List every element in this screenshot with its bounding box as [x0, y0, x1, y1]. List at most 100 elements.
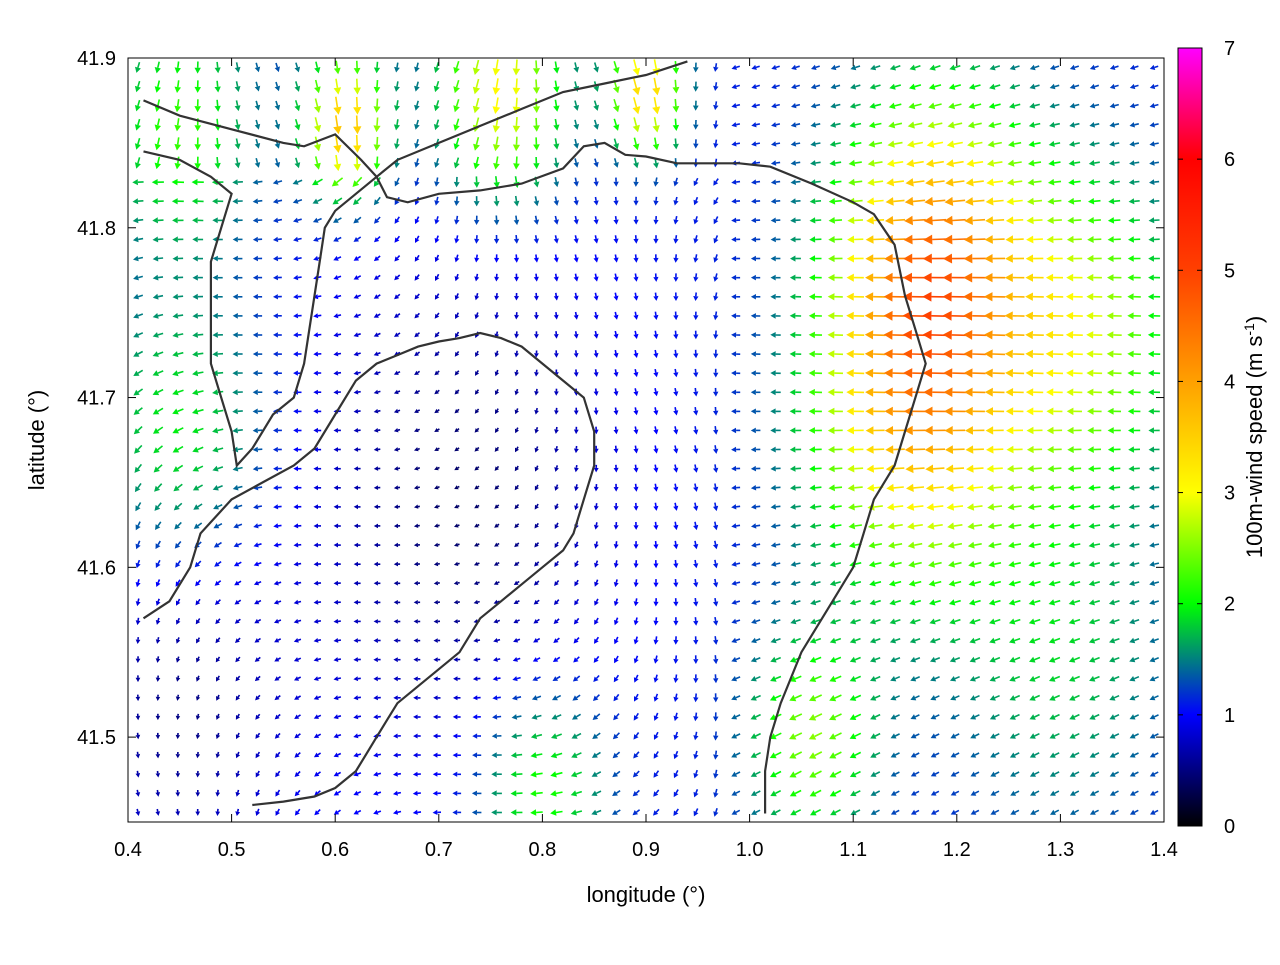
wind-vector [333, 237, 341, 242]
wind-vector [495, 485, 499, 489]
wind-vector [534, 370, 539, 377]
wind-vector [553, 81, 559, 93]
wind-vector [135, 119, 141, 131]
wind-vector [594, 350, 599, 358]
wind-vector [1008, 561, 1021, 568]
wind-vector [413, 734, 421, 739]
wind-vector [751, 581, 760, 586]
wind-vector [434, 447, 439, 451]
x-tick-label: 1.1 [839, 839, 867, 861]
wind-vector [172, 179, 184, 186]
wind-vector [1046, 312, 1064, 320]
wind-vector [414, 619, 421, 624]
wind-vector [1048, 484, 1061, 491]
wind-vector [236, 733, 240, 739]
wind-vector [771, 485, 781, 491]
wind-vector [474, 466, 479, 470]
wind-vector [534, 600, 540, 605]
wind-vector [693, 369, 698, 378]
wind-vector [474, 485, 479, 489]
wind-vector [634, 675, 639, 683]
wind-vector [433, 791, 441, 796]
wind-vector [770, 408, 780, 414]
wind-vector [949, 84, 961, 90]
wind-vector [731, 753, 740, 758]
wind-vector [673, 388, 678, 396]
wind-vector [693, 713, 698, 722]
wind-vector [332, 178, 343, 187]
wind-vector [828, 255, 842, 262]
wind-vector [731, 542, 740, 547]
wind-vector [235, 600, 241, 605]
wind-vector [1049, 141, 1060, 147]
wind-vector [414, 466, 420, 470]
wind-vector [254, 542, 262, 547]
wind-vector [255, 638, 261, 643]
wind-vector [153, 294, 163, 300]
wind-vector [374, 217, 380, 224]
wind-vector [849, 122, 861, 128]
wind-vector [829, 523, 841, 529]
wind-vector [333, 218, 341, 223]
wind-vector [889, 580, 901, 586]
wind-vector [594, 637, 599, 644]
wind-vector [394, 313, 400, 318]
wind-vector [1068, 542, 1080, 548]
wind-vector [633, 465, 638, 473]
wind-vector [847, 407, 864, 415]
wind-vector [614, 579, 619, 587]
wind-vector [294, 100, 300, 111]
wind-vector [871, 791, 880, 796]
wind-vector [905, 445, 925, 454]
wind-vector [1068, 198, 1081, 205]
wind-vector [654, 636, 659, 644]
wind-vector [393, 753, 401, 758]
wind-vector [1149, 447, 1160, 453]
wind-vector [847, 274, 864, 282]
wind-vector [574, 274, 579, 282]
wind-vector [693, 560, 698, 568]
wind-vector [353, 733, 361, 738]
wind-vector [354, 505, 361, 510]
wind-vector [865, 388, 885, 397]
wind-vector [1028, 160, 1041, 167]
wind-vector [1049, 580, 1061, 586]
wind-vector [923, 235, 946, 245]
wind-vector [454, 428, 459, 432]
wind-vector [948, 103, 961, 110]
wind-vector [554, 408, 559, 415]
wind-vector [1129, 676, 1139, 681]
wind-vector [153, 370, 164, 376]
wind-vector [673, 350, 678, 358]
wind-vector [1010, 791, 1019, 796]
wind-vector [433, 772, 441, 777]
wind-vector [153, 351, 164, 357]
wind-vector [713, 712, 719, 721]
wind-vector [1149, 523, 1159, 529]
colorbar-tick-label: 3 [1224, 483, 1235, 505]
wind-vector [809, 293, 822, 300]
wind-vector [313, 390, 321, 395]
wind-vector [971, 772, 980, 777]
wind-vector [613, 119, 619, 131]
wind-vector [653, 617, 658, 625]
wind-vector [713, 464, 718, 473]
wind-vector [394, 543, 400, 548]
wind-vector [553, 158, 559, 169]
wind-vector [491, 810, 502, 816]
wind-vector [751, 695, 761, 701]
wind-vector [314, 156, 321, 169]
wind-vector [574, 350, 579, 358]
wind-vector [931, 810, 939, 815]
wind-vector [1069, 714, 1079, 720]
wind-vector [904, 235, 927, 245]
wind-vector [1110, 103, 1119, 108]
wind-vector [134, 445, 142, 453]
wind-vector [173, 465, 183, 472]
wind-vector [949, 580, 962, 587]
wind-vector [273, 485, 282, 490]
wind-vector [673, 541, 678, 549]
wind-vector [990, 753, 999, 758]
wind-vector [771, 122, 780, 127]
wind-vector [963, 292, 986, 302]
